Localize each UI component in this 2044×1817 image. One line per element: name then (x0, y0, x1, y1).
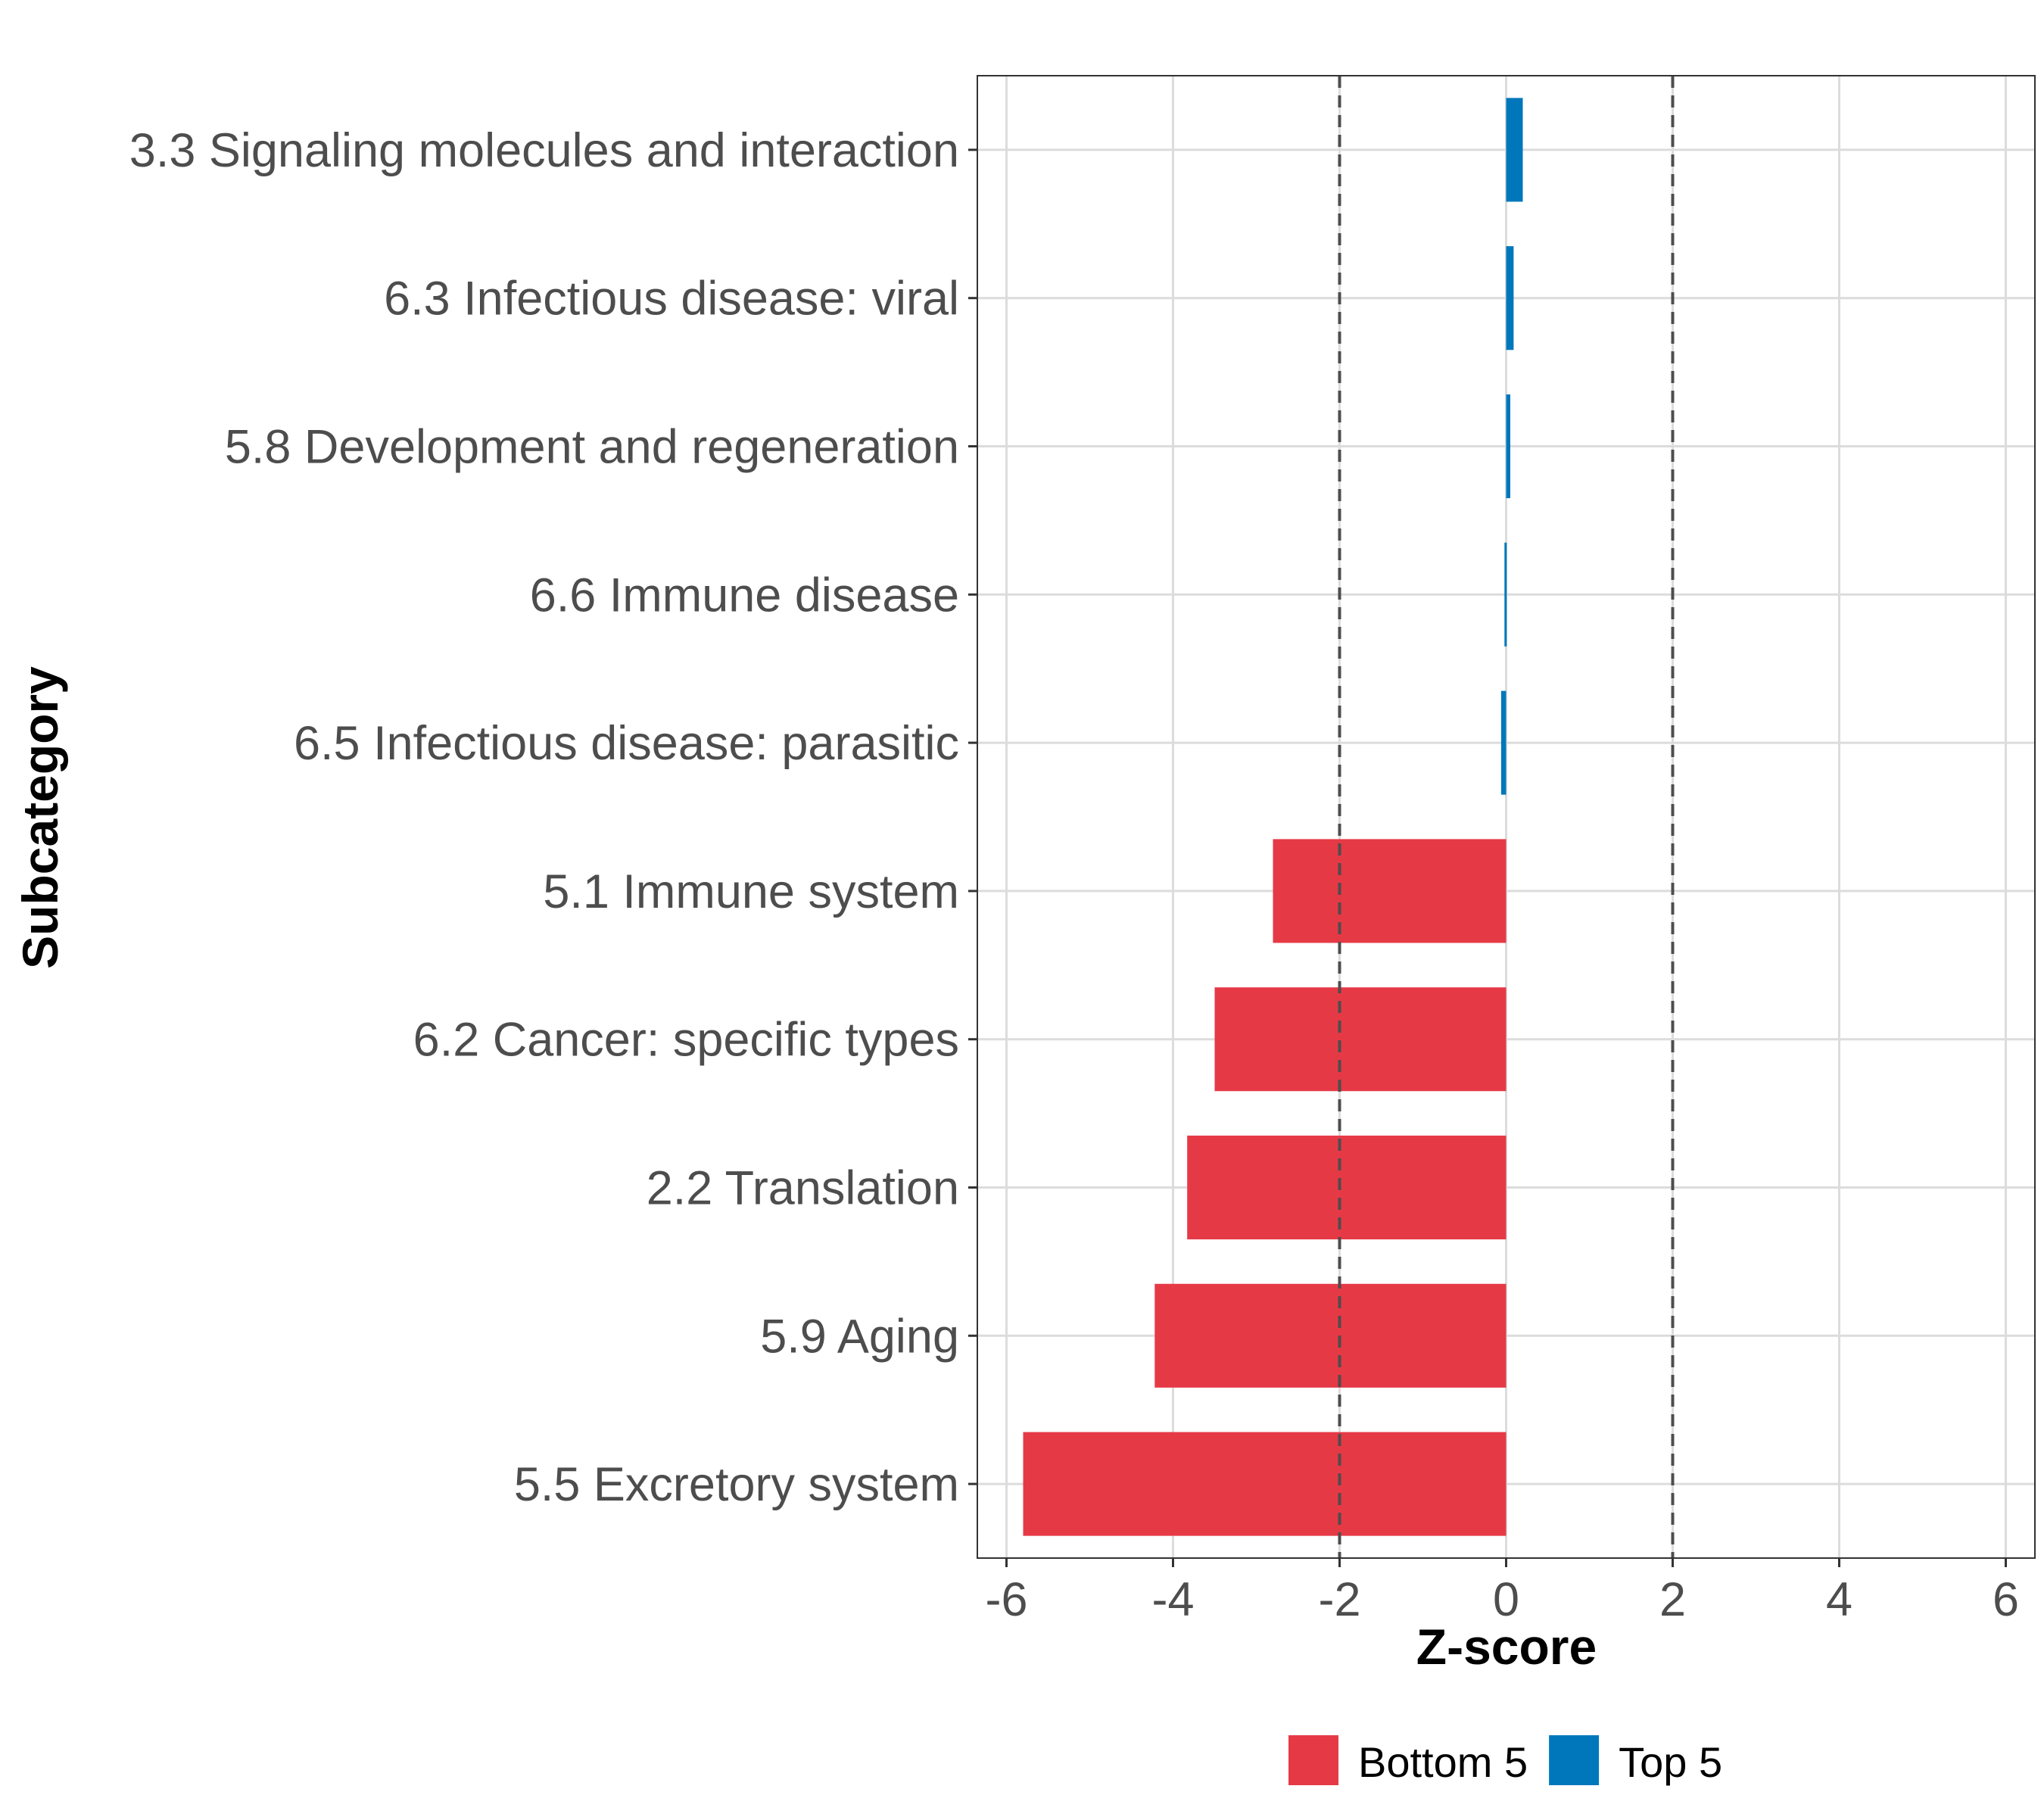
bars (1023, 98, 1523, 1536)
legend-label: Bottom 5 (1358, 1738, 1528, 1786)
legend-swatch (1288, 1735, 1338, 1785)
y-tick-label: 5.1 Immune system (543, 865, 959, 918)
y-axis-ticks: 3.3 Signaling molecules and interaction 6… (129, 124, 977, 1511)
y-tick-label: 5.9 Aging (760, 1310, 959, 1363)
x-tick-label: 6 (1993, 1573, 2019, 1626)
bar (1500, 690, 1507, 795)
bar (1023, 1432, 1507, 1536)
y-tick-label: 6.5 Infectious disease: parasitic (294, 717, 959, 770)
bar (1506, 394, 1510, 499)
x-tick-label: -4 (1151, 1573, 1194, 1626)
x-axis-title: Z-score (1416, 1619, 1597, 1675)
y-tick-label: 6.2 Cancer: specific types (413, 1014, 959, 1067)
y-tick-label: 2.2 Translation (647, 1162, 959, 1215)
legend-swatch (1549, 1735, 1600, 1785)
x-tick-label: 0 (1493, 1573, 1519, 1626)
y-tick-label: 6.6 Immune disease (530, 569, 959, 622)
bar (1504, 542, 1507, 647)
x-tick-label: 2 (1659, 1573, 1686, 1626)
bar (1154, 1283, 1507, 1388)
x-axis-ticks: -6 -4 -2 0 2 4 6 (985, 1558, 2019, 1626)
reference-lines (1338, 76, 1675, 1558)
y-tick-label: 3.3 Signaling molecules and interaction (129, 124, 959, 177)
bar (1187, 1135, 1507, 1240)
legend-label: Top 5 (1619, 1738, 1722, 1786)
x-tick-label: -2 (1318, 1573, 1360, 1626)
bar (1273, 839, 1507, 943)
x-tick-label: -6 (985, 1573, 1027, 1626)
y-tick-label: 6.3 Infectious disease: viral (384, 273, 959, 326)
legend: Bottom 5 Top 5 (1288, 1735, 1722, 1786)
y-tick-label: 5.8 Development and regeneration (225, 421, 959, 474)
y-tick-label: 5.5 Excretory system (514, 1458, 959, 1511)
y-axis-title: Subcategory (12, 666, 68, 969)
x-tick-label: 4 (1826, 1573, 1852, 1626)
bar (1506, 98, 1523, 202)
bar (1506, 246, 1514, 351)
bar (1214, 987, 1507, 1092)
